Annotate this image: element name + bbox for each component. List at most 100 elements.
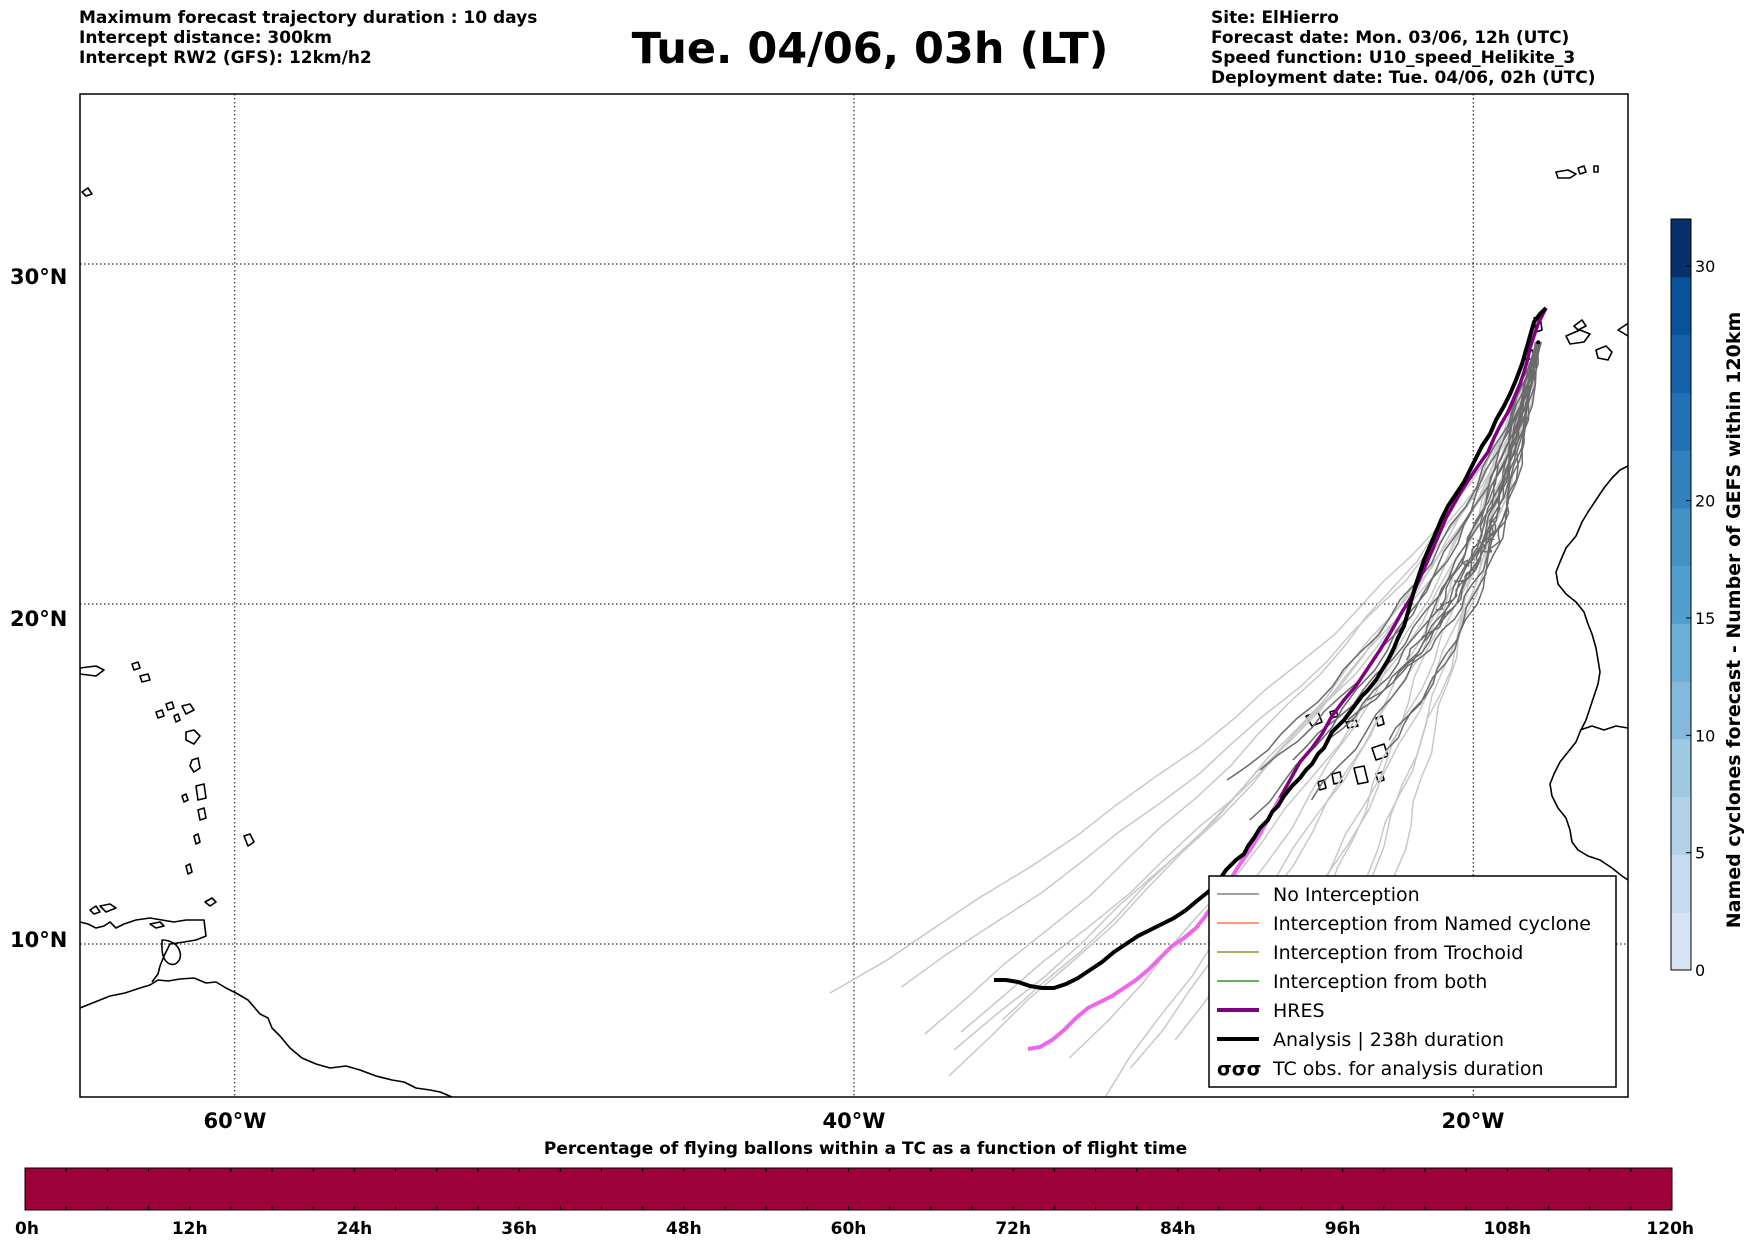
flight-time-bin	[889, 1168, 932, 1210]
island-bermuda-nw	[81, 187, 93, 197]
coastline-trinidad	[161, 939, 182, 966]
flight-time-tick-label: 72h	[995, 1219, 1031, 1239]
legend-label: No Interception	[1273, 884, 1420, 906]
flight-time-bin	[683, 1168, 726, 1210]
hres-trajectory-tail	[1027, 797, 1282, 1051]
flight-time-bin	[1424, 1168, 1467, 1210]
map-frame	[79, 93, 1629, 1098]
flight-time-bin	[1260, 1168, 1302, 1210]
deployment-date-text: Deployment date: Tue. 04/06, 02h (UTC)	[1211, 68, 1596, 88]
trajectory-dark	[1462, 341, 1538, 567]
flight-time-bin	[313, 1168, 355, 1210]
flight-time-bin	[1219, 1168, 1261, 1210]
island-curacao	[99, 903, 117, 913]
lat-label-30: 30°N	[10, 265, 67, 289]
coastline-africa	[1549, 465, 1628, 881]
island-antigua	[181, 703, 195, 715]
flight-time-bin	[1095, 1168, 1138, 1210]
trajectory-dark	[1388, 342, 1538, 741]
island-sal	[1375, 715, 1385, 727]
lon-label-20w: 20°W	[1442, 1109, 1505, 1133]
coastline-cape-verde-coast	[1579, 725, 1628, 731]
longitude-labels: 60°W 40°W 20°W	[204, 1109, 1505, 1133]
island-fuerteventura	[1617, 322, 1628, 337]
island-maio	[1375, 771, 1385, 783]
island-grenada	[185, 863, 193, 875]
flight-time-bar-title: Percentage of flying ballons within a TC…	[543, 1139, 1188, 1159]
trajectory-dark	[1454, 342, 1537, 583]
flight-time-bin	[972, 1168, 1014, 1210]
trajectory-dark	[1310, 342, 1538, 801]
flight-time-bin	[230, 1168, 273, 1210]
intercept-distance-text: Intercept distance: 300km	[79, 28, 332, 48]
flight-time-bin	[354, 1168, 397, 1210]
page-title: Tue. 04/06, 03h (LT)	[631, 24, 1109, 74]
header-left-info: Maximum forecast trajectory duration : 1…	[79, 8, 537, 68]
flight-time-bin	[1589, 1168, 1632, 1210]
colorbar-tick-label: 30	[1695, 257, 1715, 276]
colorbar-segment	[1671, 507, 1691, 567]
colorbar-segment	[1671, 565, 1691, 624]
speed-function-text: Speed function: U10_speed_Helikite_3	[1211, 48, 1576, 68]
lon-label-60w: 60°W	[204, 1109, 267, 1133]
legend-label: Interception from both	[1273, 971, 1487, 993]
colorbar-segment	[1671, 334, 1691, 393]
flight-time-tick-label: 12h	[172, 1219, 208, 1239]
trajectory-dark	[1347, 341, 1541, 721]
colorbar-tick-label: 5	[1695, 844, 1705, 863]
header-right-info: Site: ElHierro Forecast date: Mon. 03/06…	[1211, 8, 1596, 88]
flight-time-bin	[1054, 1168, 1097, 1210]
trajectory-light	[960, 342, 1537, 1033]
colorbar-segment	[1671, 681, 1691, 740]
flight-time-bin	[560, 1168, 602, 1210]
colorbar-segment	[1671, 623, 1691, 682]
trajectory-light	[948, 342, 1537, 1077]
legend-label: Interception from Trochoid	[1273, 942, 1523, 964]
legend-symbol-tc: σσσ	[1217, 1058, 1261, 1080]
island-virgin	[131, 661, 141, 671]
flight-time-bin	[766, 1168, 808, 1210]
flight-time-bin	[1177, 1168, 1220, 1210]
island-tobago	[204, 897, 217, 907]
flight-time-bin	[930, 1168, 973, 1210]
colorbar-segment	[1671, 450, 1691, 509]
colorbar-label: Named cyclones forecast - Number of GEFS…	[1723, 311, 1745, 929]
flight-time-bin	[601, 1168, 644, 1210]
flight-time-bin	[1383, 1168, 1426, 1210]
island-margarita	[149, 921, 165, 929]
colorbar-tick-label: 0	[1695, 961, 1705, 980]
island-desertas	[1593, 165, 1599, 173]
coastline-caribbean-coast	[80, 917, 207, 983]
flight-time-bin	[25, 1168, 67, 1210]
colorbar-tick-label: 20	[1695, 492, 1715, 511]
flight-time-bin	[1548, 1168, 1591, 1210]
flight-time-tick-label: 108h	[1484, 1219, 1532, 1239]
flight-time-bin	[148, 1168, 191, 1210]
flight-time-bin	[107, 1168, 150, 1210]
legend-box	[1208, 875, 1617, 1088]
legend-label: Interception from Named cyclone	[1273, 913, 1591, 935]
launch-site-marker	[1536, 340, 1541, 345]
colorbar-segment	[1671, 912, 1691, 971]
island-martinique	[195, 783, 207, 801]
island-anguilla	[139, 673, 151, 683]
max-duration-text: Maximum forecast trajectory duration : 1…	[79, 8, 538, 28]
lat-label-10: 10°N	[10, 928, 67, 952]
colorbar-frame	[1670, 218, 1692, 971]
island-madeira	[1555, 169, 1577, 179]
analysis-trajectory	[994, 306, 1548, 990]
flight-time-tick-label: 96h	[1325, 1219, 1361, 1239]
flight-time-bin	[477, 1168, 520, 1210]
flight-time-bin	[1630, 1168, 1673, 1210]
flight-time-bin	[807, 1168, 849, 1210]
island-marie	[155, 709, 165, 719]
flight-time-bar: 0h 12h 24h 36h 48h 60h 72h 84h 96h 108h 120h	[15, 1167, 1694, 1239]
colorbar: 0 5 10 15 20 30	[1670, 218, 1715, 980]
hres-trajectory	[1278, 307, 1548, 799]
forecast-date-text: Forecast date: Mon. 03/06, 12h (UTC)	[1211, 28, 1570, 48]
island-dominica	[189, 757, 201, 773]
island-santiago	[1353, 765, 1369, 785]
flight-time-tick-label: 48h	[666, 1219, 702, 1239]
island-sao-nicolau	[1345, 719, 1359, 729]
flight-time-tick-label: 84h	[1160, 1219, 1196, 1239]
